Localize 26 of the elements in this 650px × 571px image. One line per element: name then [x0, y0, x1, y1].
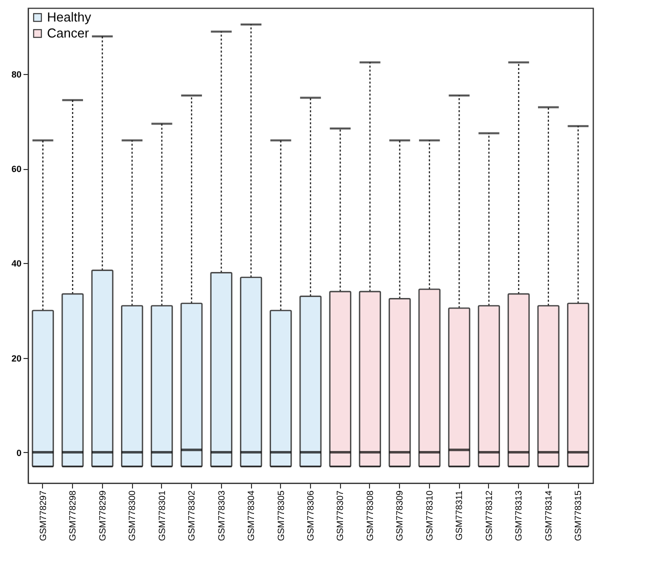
- x-tick-label: GSM778313: [514, 490, 524, 542]
- x-tick-label: GSM778306: [306, 490, 316, 542]
- x-tick-label: GSM778297: [38, 490, 48, 542]
- x-tick-label: GSM778314: [543, 490, 554, 542]
- x-tick-label: GSM778307: [335, 490, 346, 542]
- legend-label: Cancer: [47, 26, 90, 40]
- x-tick-label: GSM778309: [394, 490, 405, 542]
- x-tick-label: GSM778310: [424, 490, 434, 542]
- x-tick-label: GSM778299: [97, 490, 108, 542]
- x-tick-label: GSM778305: [276, 490, 286, 542]
- x-tick-label: GSM778303: [216, 490, 226, 542]
- x-tick-label: GSM778302: [186, 490, 197, 542]
- y-tick-label: 60: [11, 164, 22, 174]
- y-tick-label: 40: [11, 258, 22, 269]
- y-tick-label: 20: [11, 353, 22, 364]
- x-tick-label: GSM778304: [246, 490, 256, 542]
- x-tick-label: GSM778315: [573, 490, 584, 542]
- legend-label: Healthy: [47, 10, 92, 24]
- x-tick-label: GSM778300: [127, 490, 138, 542]
- x-tick-label: GSM778308: [364, 490, 375, 542]
- y-tick-label: 80: [11, 70, 22, 80]
- x-tick-label: GSM778311: [454, 490, 464, 540]
- y-tick-label: 0: [16, 448, 22, 458]
- x-tick-label: GSM778312: [484, 490, 494, 542]
- x-tick-label: GSM778298: [68, 490, 78, 542]
- x-tick-label: GSM778301: [156, 490, 167, 542]
